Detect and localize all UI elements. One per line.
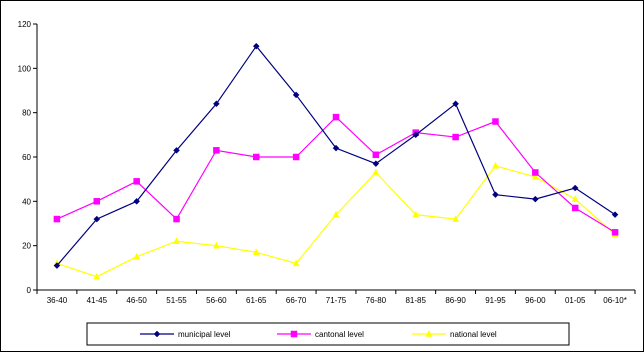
series-line — [56, 45, 616, 267]
data-point — [372, 168, 380, 176]
data-point — [332, 210, 340, 218]
data-point — [452, 215, 460, 222]
x-tick-label: 01-05 — [565, 296, 586, 305]
data-point — [611, 211, 619, 218]
legend-marker — [425, 329, 433, 337]
series-municipal-level — [53, 42, 619, 269]
data-point — [253, 153, 260, 161]
data-point — [452, 133, 459, 141]
x-tick-label: 51-55 — [166, 296, 187, 305]
legend-marker — [153, 330, 161, 338]
data-point — [292, 259, 300, 267]
y-tick-label: 120 — [18, 20, 32, 29]
data-point — [332, 144, 340, 152]
data-point — [571, 195, 579, 202]
axes: 0 20 40 60 80 100 120 36-40 41-45 46-50 51-55 56-60… — [18, 20, 636, 305]
data-point — [412, 131, 420, 139]
data-point — [213, 100, 220, 108]
data-point — [173, 146, 180, 154]
series-national-level — [53, 161, 619, 280]
data-point — [531, 172, 539, 180]
data-point — [292, 91, 300, 99]
x-tick-label: 66-70 — [286, 296, 307, 305]
legend-entry: national level — [412, 329, 497, 339]
x-tick-label: 76-80 — [366, 296, 387, 305]
x-tick-label: 96-00 — [525, 296, 546, 305]
y-tick-label: 40 — [22, 197, 31, 206]
data-point — [372, 151, 380, 159]
data-point — [412, 210, 420, 218]
x-tick-label: 61-65 — [246, 296, 267, 305]
data-point — [53, 215, 61, 223]
data-point — [133, 197, 141, 205]
legend-marker — [290, 330, 298, 338]
x-tick-label: 46-50 — [126, 296, 147, 305]
data-point — [532, 169, 539, 176]
y-tick-label: 100 — [18, 64, 32, 73]
data-point — [133, 178, 140, 185]
data-point — [571, 184, 579, 192]
x-tick-label: 41-45 — [87, 296, 108, 305]
legend-label: cantonal level — [315, 330, 364, 339]
legend-box — [86, 322, 570, 346]
data-point — [252, 248, 260, 256]
data-point — [492, 191, 499, 199]
y-tick-label: 0 — [27, 286, 32, 295]
series-line — [56, 165, 616, 278]
data-point — [332, 113, 340, 121]
data-point — [133, 252, 141, 260]
data-point — [252, 42, 260, 50]
y-tick-label: 60 — [22, 153, 31, 162]
data-point — [611, 229, 619, 236]
data-point — [93, 272, 101, 280]
data-point — [571, 204, 579, 212]
data-point — [53, 262, 61, 269]
y-tick-label: 20 — [22, 242, 31, 251]
data-point — [212, 241, 220, 249]
x-tick-label: 56-60 — [206, 296, 227, 305]
y-tick-label: 80 — [22, 109, 31, 118]
data-point — [213, 147, 220, 154]
x-tick-label: 91-95 — [485, 296, 506, 305]
legend-entry: municipal level — [140, 330, 231, 339]
x-tick-label: 86-90 — [445, 296, 466, 305]
data-point — [531, 195, 539, 203]
series-layer — [53, 42, 619, 280]
x-tick-label: 71-75 — [326, 296, 347, 305]
data-point — [93, 198, 101, 205]
data-point — [173, 237, 180, 244]
legend: municipal level cantonal level national le… — [86, 322, 570, 346]
data-point — [93, 215, 101, 223]
data-point — [292, 153, 300, 161]
data-point — [372, 160, 380, 168]
data-point — [492, 161, 499, 169]
legend-label: national level — [450, 330, 497, 339]
data-point — [173, 215, 180, 223]
legend-entry: cantonal level — [277, 330, 364, 339]
data-point — [492, 118, 499, 125]
x-tick-label: 81-85 — [405, 296, 426, 305]
legend-label: municipal level — [178, 330, 231, 339]
x-tick-label: 06-10* — [603, 296, 627, 305]
x-tick-label: 36-40 — [47, 296, 68, 305]
data-point — [452, 100, 459, 108]
